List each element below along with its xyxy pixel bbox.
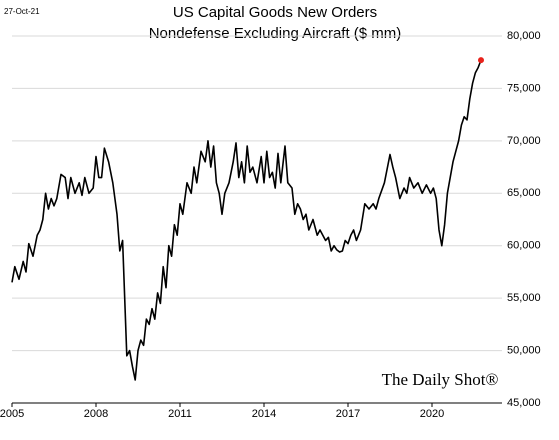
y-tick-label: 50,000 — [507, 344, 541, 356]
y-tick-label: 70,000 — [507, 135, 541, 147]
y-tick-label: 60,000 — [507, 240, 541, 252]
x-tick-label: 2014 — [252, 408, 276, 420]
x-tick-label: 2017 — [336, 408, 360, 420]
chart-subtitle: Nondefense Excluding Aircraft ($ mm) — [149, 25, 402, 42]
x-tick-label: 2020 — [420, 408, 444, 420]
y-tick-label: 75,000 — [507, 82, 541, 94]
date-stamp: 27-Oct-21 — [4, 7, 40, 16]
x-tick-label: 2011 — [168, 408, 192, 420]
x-tick-label: 2008 — [84, 408, 108, 420]
end-marker — [478, 57, 484, 64]
y-tick-label: 55,000 — [507, 292, 541, 304]
watermark: The Daily Shot® — [382, 370, 499, 389]
y-tick-label: 45,000 — [507, 397, 541, 409]
series-line — [11, 59, 482, 381]
chart-title: US Capital Goods New Orders — [173, 4, 377, 21]
y-tick-label: 80,000 — [507, 30, 541, 42]
x-tick-label: 2005 — [0, 408, 24, 420]
y-tick-label: 65,000 — [507, 187, 541, 199]
